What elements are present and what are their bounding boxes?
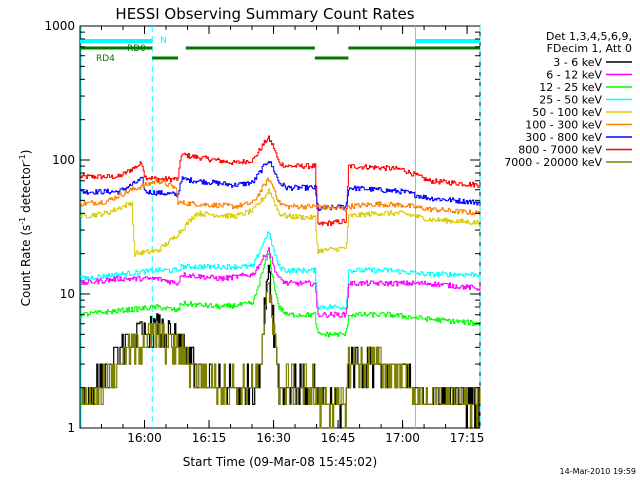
x-tick-label: 17:15 bbox=[450, 431, 485, 445]
series-line-4 bbox=[80, 231, 481, 310]
series-line-3 bbox=[80, 188, 481, 257]
legend: Det 1,3,4,5,6,9, FDecim 1, Att 0 3 - 6 k… bbox=[504, 30, 632, 169]
series-line-1 bbox=[80, 161, 481, 211]
footer-timestamp: 14-Mar-2010 19:59 bbox=[560, 467, 637, 476]
y-axis-label-main: Count Rate (s bbox=[19, 225, 33, 307]
flag-bars: N RD0 RD4 bbox=[80, 36, 480, 64]
x-tick-label: 17:00 bbox=[385, 431, 420, 445]
series-group bbox=[80, 135, 481, 429]
y-tick-label: 100 bbox=[52, 153, 75, 167]
flag-label-rd0: RD0 bbox=[127, 44, 146, 54]
y-tick-label: 1000 bbox=[44, 19, 75, 33]
legend-label: 12 - 25 keV bbox=[539, 81, 602, 94]
legend-label: 6 - 12 keV bbox=[546, 69, 602, 82]
x-tick-label: 16:30 bbox=[256, 431, 291, 445]
svg-text:Count Rate (s-1 detector-1): Count Rate (s-1 detector-1) bbox=[18, 150, 33, 307]
chart-title: HESSI Observing Summary Count Rates bbox=[115, 5, 414, 23]
legend-label: 25 - 50 keV bbox=[539, 94, 602, 107]
x-tick-label: 16:15 bbox=[192, 431, 227, 445]
x-axis-label: Start Time (09-Mar-08 15:45:02) bbox=[183, 455, 377, 469]
y-axis-label-end: ) bbox=[19, 150, 33, 155]
y-tick-label: 1 bbox=[67, 421, 75, 435]
series-line-5 bbox=[80, 247, 481, 318]
legend-label: 100 - 300 keV bbox=[525, 119, 602, 132]
vertical-marker-lines bbox=[80, 26, 481, 428]
flag-label-n: N bbox=[160, 36, 167, 46]
series-line-2 bbox=[80, 177, 481, 216]
legend-label: 300 - 800 keV bbox=[525, 131, 602, 144]
legend-label: 800 - 7000 keV bbox=[518, 144, 602, 157]
series-line-0 bbox=[80, 135, 481, 226]
x-tick-label: 16:45 bbox=[321, 431, 356, 445]
axes: 16:00 16:15 16:30 16:45 17:00 17:15 1 10 100 1000 bbox=[44, 19, 484, 445]
x-tick-label: 16:00 bbox=[127, 431, 162, 445]
legend-label: 7000 - 20000 keV bbox=[504, 156, 602, 169]
y-tick-label: 10 bbox=[60, 287, 75, 301]
y-axis-label-sup2: -1 bbox=[18, 154, 27, 162]
plot-border bbox=[79, 25, 481, 429]
y-axis-label-sup1: -1 bbox=[18, 217, 27, 225]
legend-label: 3 - 6 keV bbox=[553, 56, 602, 69]
series-line-6 bbox=[80, 253, 481, 338]
legend-label: 50 - 100 keV bbox=[532, 106, 602, 119]
y-axis-label-mid: detector bbox=[19, 162, 33, 217]
series-line-8 bbox=[80, 282, 481, 429]
plot-frame bbox=[79, 25, 481, 429]
flag-label-rd4: RD4 bbox=[96, 54, 115, 64]
y-axis-label: Count Rate (s-1 detector-1) bbox=[18, 150, 33, 307]
legend-header-1: Det 1,3,4,5,6,9, bbox=[546, 30, 632, 43]
legend-header-2: FDecim 1, Att 0 bbox=[547, 42, 632, 55]
